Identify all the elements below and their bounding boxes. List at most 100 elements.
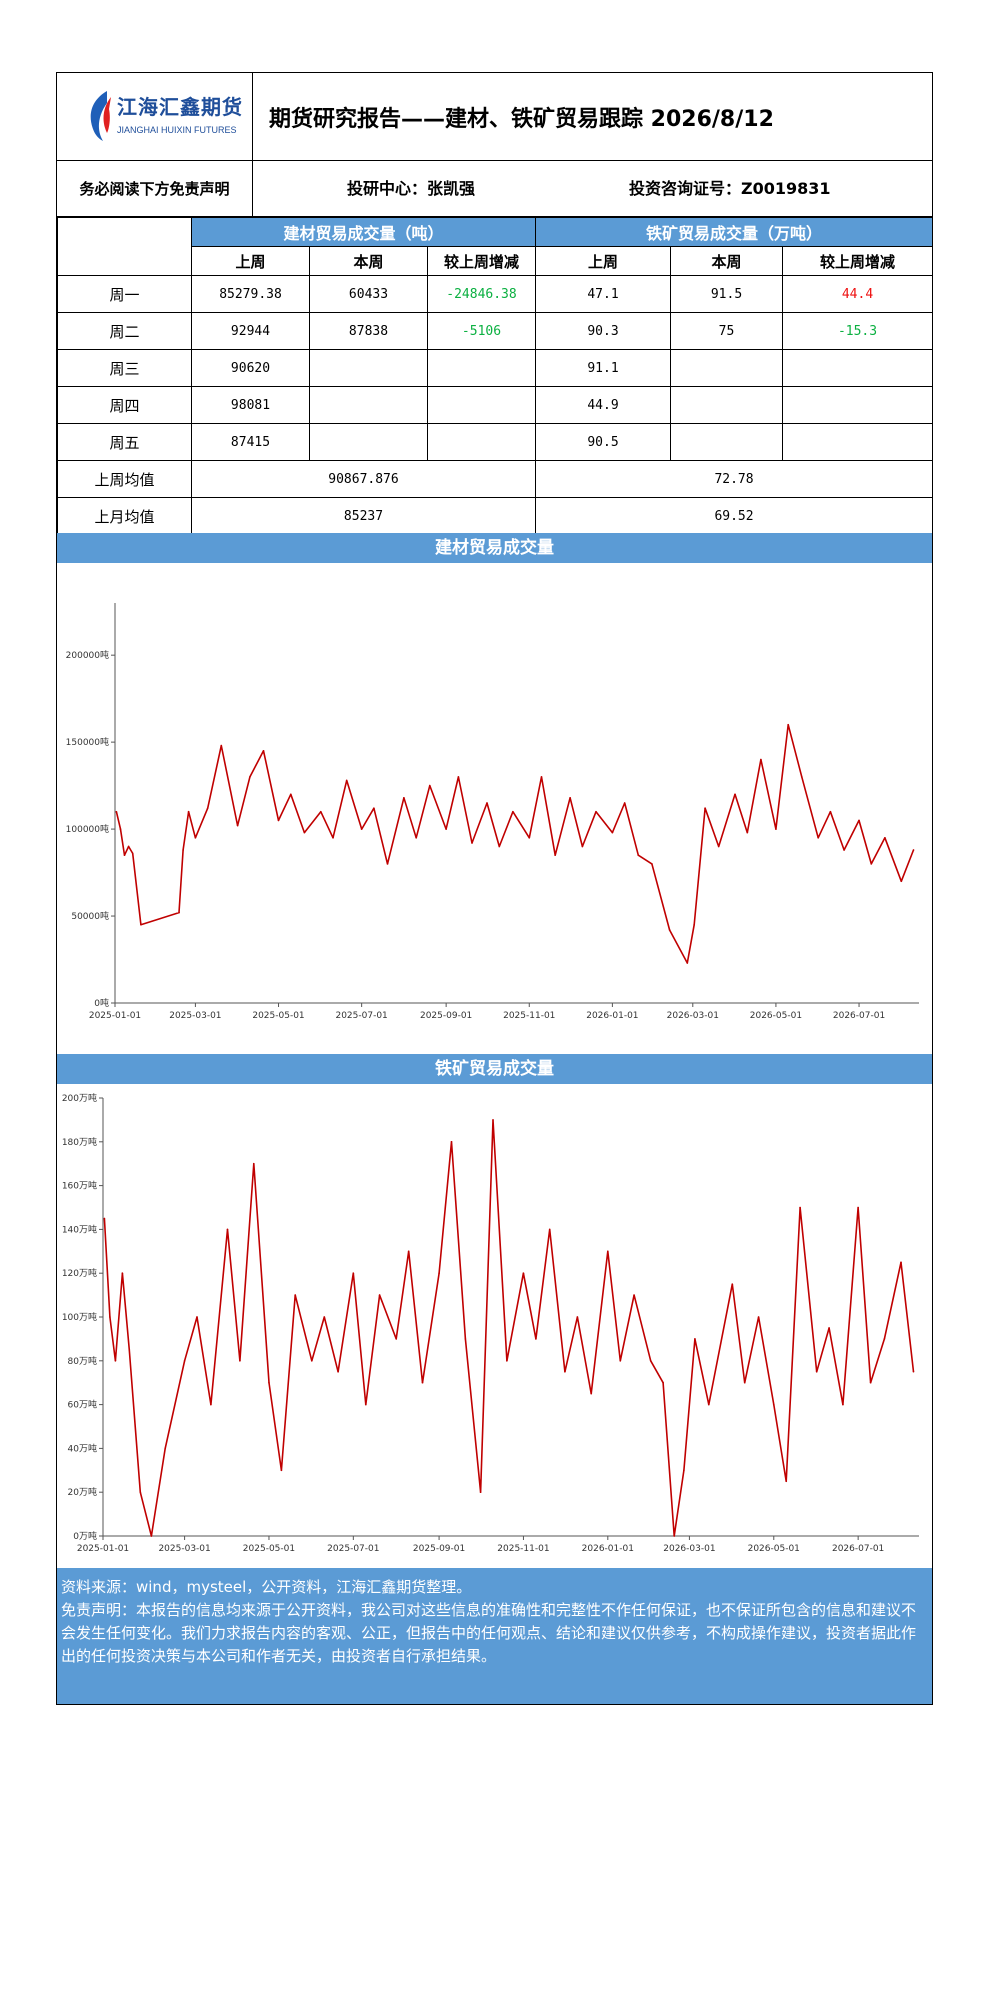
data-point <box>479 1491 482 1493</box>
data-point <box>103 1217 106 1220</box>
x-tick-label: 2025-09-01 <box>420 1011 472 1021</box>
data-point <box>694 1338 696 1340</box>
x-tick-label: 2026-05-01 <box>748 1544 800 1554</box>
y-tick-label: 120万吨 <box>62 1267 97 1279</box>
data-point <box>294 1294 297 1296</box>
x-tick-label: 2026-01-01 <box>582 1544 634 1554</box>
data-point <box>506 1360 508 1362</box>
license-label: 投资咨询证号：Z0019831 <box>629 179 831 198</box>
table-row: 周一 85279.38 60433 -24846.38 47.1 91.5 44… <box>57 275 934 313</box>
sub-header: 本周 <box>309 246 428 276</box>
data-point <box>164 1447 167 1450</box>
summary-row: 上周均值 90867.876 72.78 <box>57 460 934 498</box>
table-cell-change: -24846.38 <box>427 275 536 313</box>
group-header-building: 建材贸易成交量（吨） <box>191 217 536 247</box>
data-point <box>464 1338 467 1340</box>
table-cell: 91.1 <box>535 349 671 387</box>
data-point <box>686 962 689 964</box>
data-point <box>693 923 695 926</box>
group-header-ore: 铁矿贸易成交量（万吨） <box>534 217 934 247</box>
data-point <box>289 793 292 796</box>
table-cell: 90.5 <box>535 423 671 461</box>
summary-building: 85237 <box>191 497 536 535</box>
data-point <box>303 831 306 834</box>
data-point <box>528 836 531 839</box>
data-point <box>127 845 130 848</box>
data-point <box>457 776 460 778</box>
data-point <box>360 828 363 830</box>
data-point <box>717 845 720 848</box>
table-cell <box>781 423 934 461</box>
data-point <box>395 1338 398 1340</box>
data-point <box>183 1360 186 1362</box>
building-chart: 0吨 50000吨 100000吨 150000吨 200000吨 2025-01-01 2… <box>57 563 932 1033</box>
data-point <box>345 779 348 782</box>
x-tick-label: 2025-07-01 <box>327 1544 379 1554</box>
data-point <box>815 1370 818 1373</box>
data-point <box>512 810 514 813</box>
data-point <box>595 810 597 813</box>
x-tick-label: 2026-03-01 <box>667 1011 719 1021</box>
data-point <box>540 776 543 778</box>
info-row: 务必阅读下方免责声明 投研中心：张凯强 投资咨询证号：Z0019831 <box>57 161 932 217</box>
logo-cn-text: 江海汇鑫期货 <box>117 95 243 119</box>
table-cell: 90.3 <box>535 312 671 350</box>
x-tick-label: 2026-05-01 <box>750 1011 802 1021</box>
data-point <box>438 1272 440 1274</box>
x-tick-label: 2025-11-01 <box>503 1011 555 1021</box>
data-point <box>649 1360 652 1362</box>
data-point <box>373 807 375 810</box>
data-point <box>239 1360 241 1362</box>
table-cell: 60433 <box>309 275 428 313</box>
report-header: 江海汇鑫期货 JIANGHAI HUIXIN FUTURES 期货研究报告——建… <box>57 73 932 161</box>
y-tick-label: 200万吨 <box>62 1092 97 1104</box>
data-point <box>787 723 789 726</box>
y-tick-label: 40万吨 <box>68 1442 97 1454</box>
data-point <box>337 1370 339 1373</box>
table-cell: 75 <box>670 312 783 350</box>
x-tick-label: 2026-03-01 <box>663 1544 715 1554</box>
disclaimer-text: 免责声明：本报告的信息均来源于公开资料，我公司对这些信息的准确性和完整性不作任何… <box>61 1601 917 1665</box>
table-cell: 92944 <box>191 312 310 350</box>
data-point <box>352 1272 355 1274</box>
sub-header: 上周 <box>191 246 310 276</box>
data-point <box>651 863 653 865</box>
series-line <box>103 1119 915 1537</box>
data-point <box>633 1294 635 1296</box>
data-point <box>268 1381 270 1384</box>
data-point <box>109 1316 111 1318</box>
data-point <box>581 845 584 848</box>
x-tick-label: 2025-01-01 <box>89 1011 141 1021</box>
table-cell: 47.1 <box>535 275 671 313</box>
data-point <box>121 1272 124 1274</box>
summary-label: 上周均值 <box>57 460 192 498</box>
x-tick-label: 2025-05-01 <box>252 1011 304 1021</box>
data-point <box>554 854 556 856</box>
data-point <box>828 1327 830 1329</box>
data-point <box>637 854 640 856</box>
x-tick-label: 2025-01-01 <box>77 1544 129 1554</box>
data-point <box>364 1403 367 1406</box>
table-cell <box>427 423 536 461</box>
data-point <box>673 1535 675 1537</box>
y-tick-label: 0万吨 <box>73 1530 97 1542</box>
table-cell: 98081 <box>191 386 310 424</box>
analyst-label: 投研中心：张凯强 <box>347 179 476 198</box>
data-point <box>548 1228 551 1231</box>
summary-building: 90867.876 <box>191 460 536 498</box>
corner-cell <box>57 217 192 276</box>
data-point <box>428 784 431 787</box>
data-point <box>486 802 488 804</box>
data-point <box>746 831 749 834</box>
data-point <box>140 923 142 926</box>
table-row: 周四 98081 44.9 <box>57 386 934 424</box>
table-cell <box>427 386 536 424</box>
sub-header: 上周 <box>535 246 671 276</box>
data-point <box>277 819 280 822</box>
data-point <box>194 836 197 839</box>
table-row: 周二 92944 87838 -5106 90.3 75 -15.3 <box>57 312 934 350</box>
table-cell <box>309 349 428 387</box>
data-point <box>450 1141 453 1143</box>
data-point <box>210 1403 212 1406</box>
data-point <box>760 758 762 761</box>
